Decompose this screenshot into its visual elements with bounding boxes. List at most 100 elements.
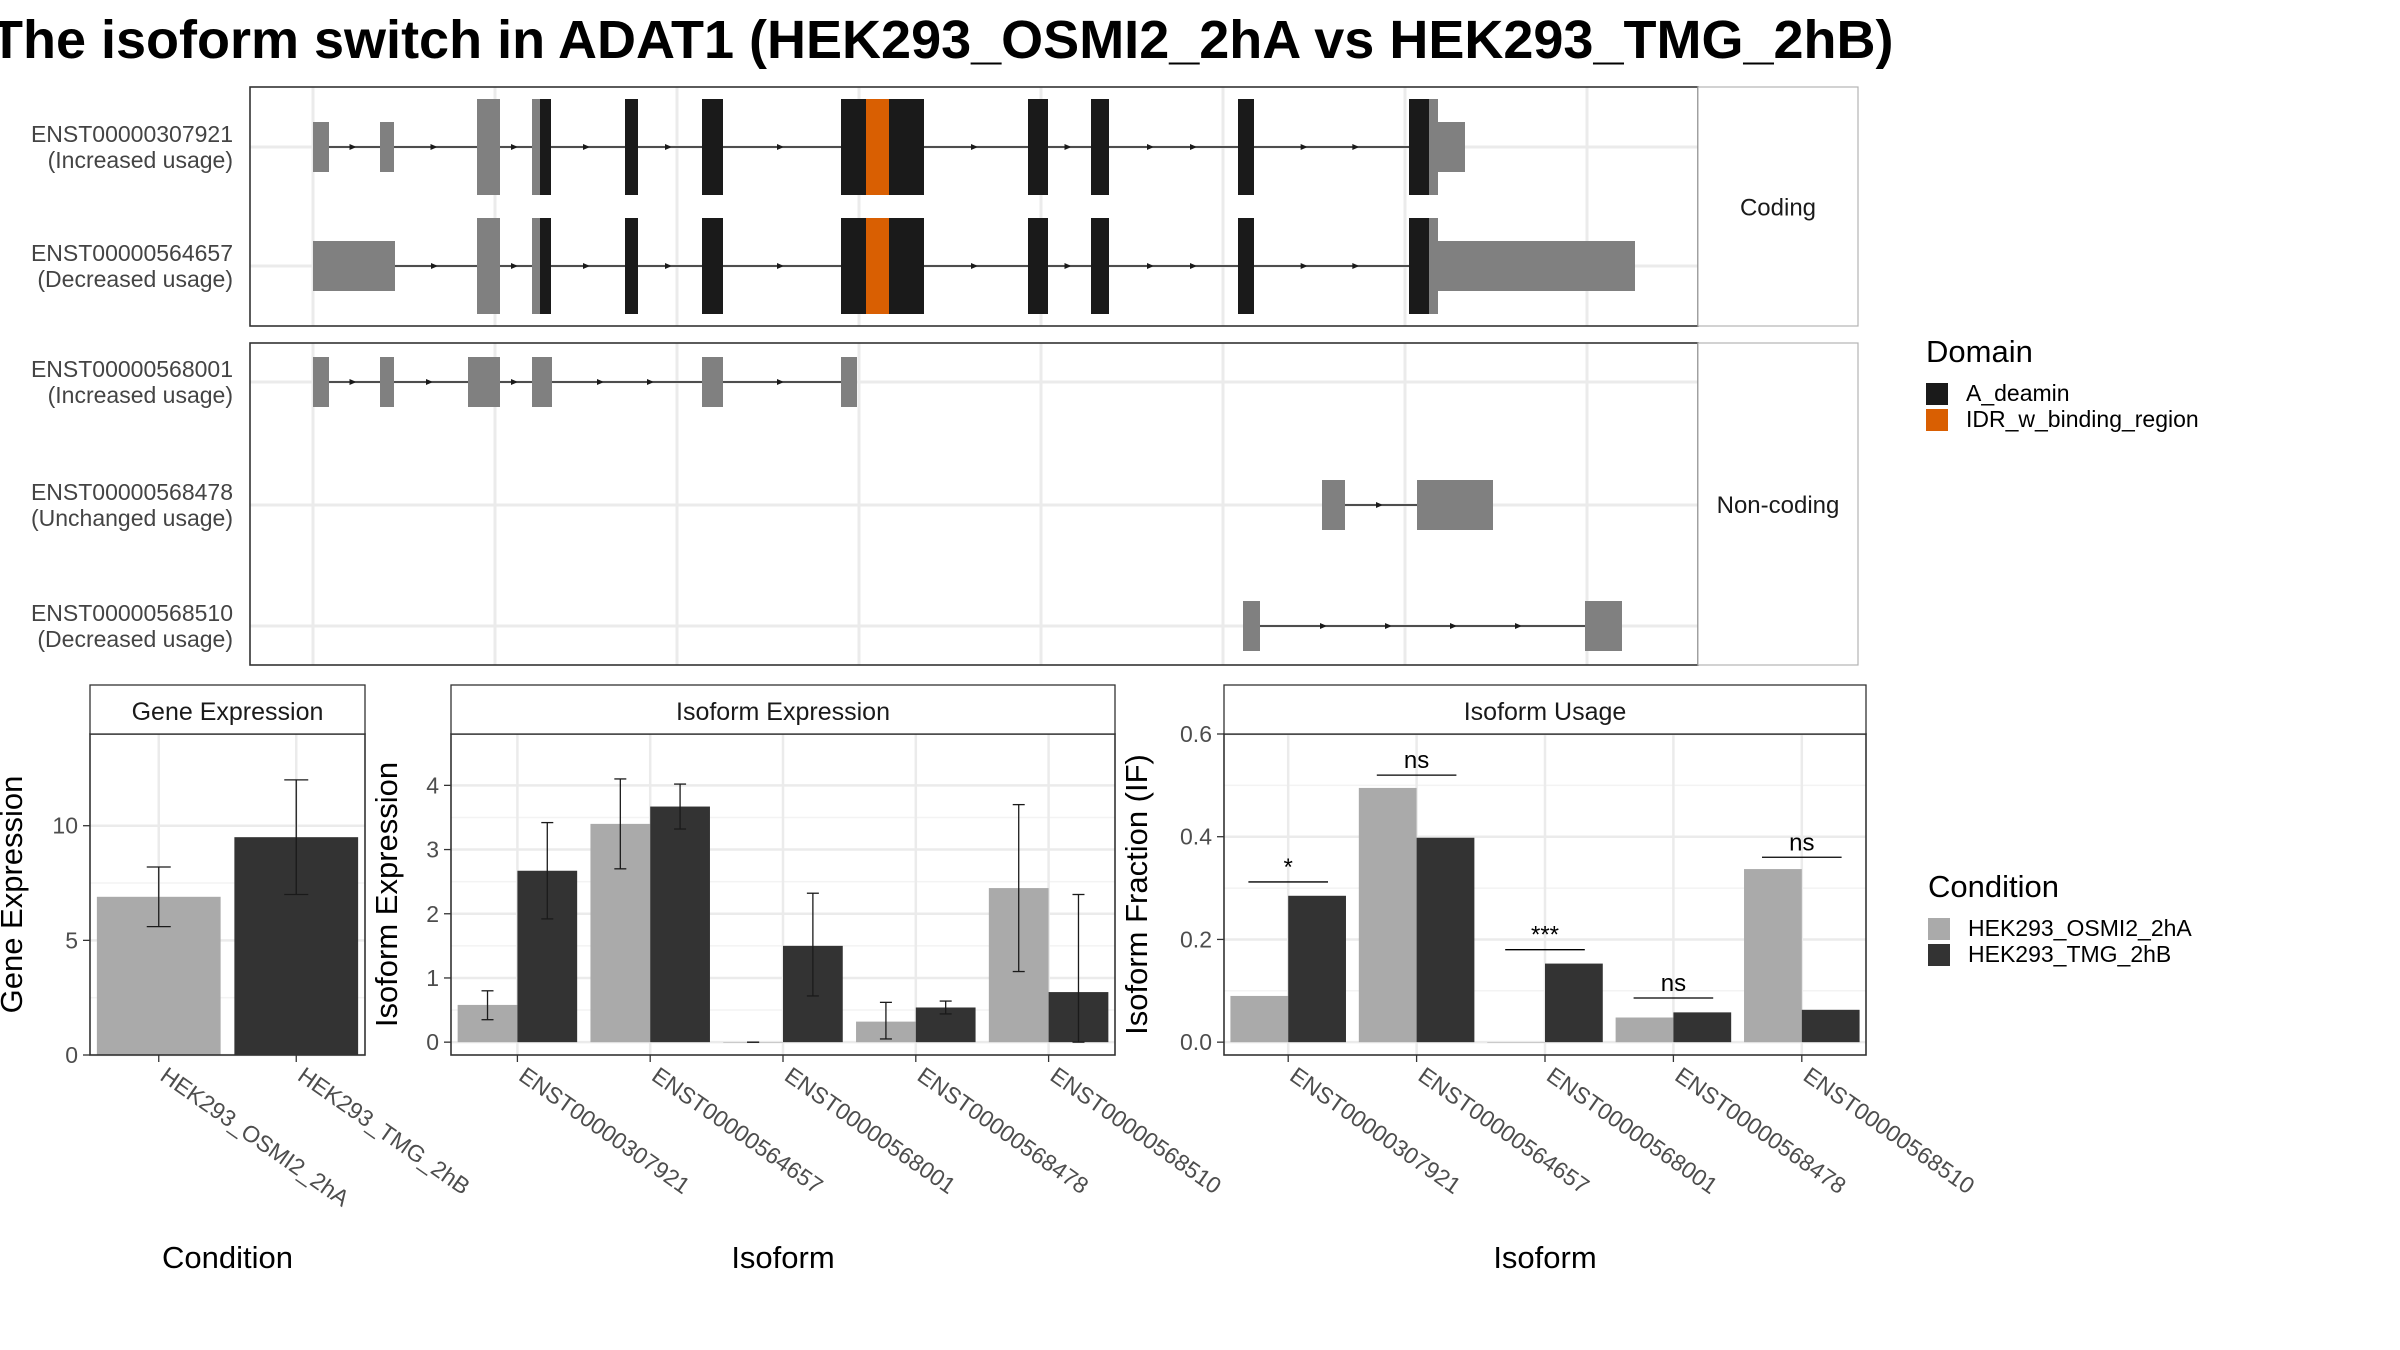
intron-arrow — [349, 144, 357, 150]
chart-panel-1: Isoform Expression01234ENST00000307921EN… — [369, 684, 1226, 1275]
exon — [477, 218, 500, 314]
y-tick-label: 0.2 — [1180, 926, 1212, 952]
chart-title: Isoform Usage — [1464, 698, 1627, 726]
significance-label: ns — [1789, 829, 1814, 856]
intron-arrow — [777, 144, 784, 150]
intron-arrow — [426, 379, 433, 385]
exon — [532, 357, 552, 407]
exon — [1585, 601, 1622, 651]
exon-domain-a-deamin — [540, 218, 551, 314]
exon-domain-a-deamin — [702, 218, 723, 314]
intron-arrow — [511, 379, 518, 385]
exon-domain-a-deamin — [1238, 218, 1254, 314]
exon — [380, 122, 394, 172]
exon — [313, 122, 329, 172]
bar — [1673, 1012, 1732, 1043]
facet-strip-label: Coding — [1740, 195, 1816, 222]
bar — [1288, 895, 1346, 1043]
intron-arrow — [777, 379, 784, 385]
bar — [1358, 787, 1417, 1043]
legend-key — [1926, 409, 1948, 431]
intron-arrow — [971, 263, 978, 269]
exon-domain-a-deamin — [889, 218, 924, 314]
exon-domain-a-deamin — [889, 99, 924, 195]
exon-domain-a-deamin — [540, 99, 551, 195]
exon — [1429, 99, 1438, 195]
y-axis-title: Isoform Expression — [369, 762, 404, 1027]
exon-domain-a-deamin — [841, 99, 866, 195]
intron-arrow — [1064, 144, 1072, 150]
exon-domain-a-deamin — [841, 218, 866, 314]
y-tick-label: 0 — [426, 1029, 439, 1055]
non-coding-panel: ENST00000568001(Increased usage) ENST0000… — [31, 342, 1859, 666]
intron-arrow — [511, 144, 518, 150]
significance-label: * — [1284, 854, 1293, 881]
exon — [1243, 601, 1260, 651]
facet-strip — [1223, 684, 1867, 735]
legend-label: HEK293_OSMI2_2hA — [1968, 915, 2192, 941]
y-tick-label: 0.6 — [1180, 721, 1212, 747]
intron-arrow — [665, 263, 672, 269]
exon — [532, 99, 540, 195]
exon — [1417, 480, 1493, 530]
y-tick-label: 1 — [426, 965, 439, 991]
legend-key — [1928, 944, 1950, 966]
y-tick-label: 4 — [426, 772, 439, 798]
exon — [1429, 218, 1438, 314]
intron-arrow — [349, 379, 357, 385]
intron-arrow — [1352, 144, 1360, 150]
y-tick-label: 5 — [65, 927, 78, 953]
intron-arrow — [597, 379, 604, 385]
y-tick-label: 0 — [65, 1042, 78, 1068]
exon — [313, 357, 329, 407]
chart-title: Isoform Expression — [676, 698, 890, 726]
intron-arrow — [971, 144, 978, 150]
intron-arrow — [647, 379, 654, 385]
x-axis-title: Isoform — [1493, 1240, 1596, 1275]
facet-strip — [89, 684, 366, 735]
exon-domain-a-deamin — [1028, 218, 1048, 314]
intron-arrow — [1190, 144, 1197, 150]
bar — [1744, 869, 1802, 1043]
legend-key — [1926, 383, 1948, 405]
bar — [1801, 1009, 1860, 1043]
intron-arrow — [1064, 263, 1072, 269]
y-axis-title: Isoform Fraction (IF) — [1119, 754, 1154, 1035]
x-axis-title: Isoform — [731, 1240, 834, 1275]
intron-arrow — [1320, 623, 1327, 629]
y-tick-label: 10 — [52, 813, 78, 839]
legend-label: HEK293_TMG_2hB — [1968, 941, 2171, 967]
exon-domain-idr — [866, 218, 889, 314]
y-tick-label: 2 — [426, 901, 439, 927]
significance-label: *** — [1531, 922, 1559, 949]
figure-title: The isoform switch in ADAT1 (HEK293_OSMI… — [0, 10, 1893, 70]
bar — [1416, 837, 1475, 1043]
transcript-usage-label: (Increased usage) — [48, 147, 233, 173]
exon-domain-a-deamin — [702, 99, 723, 195]
transcript-id-label: ENST00000564657 — [31, 240, 233, 266]
transcript-usage-label: (Decreased usage) — [37, 626, 233, 652]
exon-domain-a-deamin — [1238, 99, 1254, 195]
transcript-usage-label: (Decreased usage) — [37, 266, 233, 292]
legend-key — [1928, 918, 1950, 940]
transcript-usage-label: (Unchanged usage) — [31, 505, 233, 531]
intron-arrow — [511, 263, 518, 269]
bar — [650, 806, 710, 1043]
legend-title: Domain — [1926, 334, 2033, 369]
exon-domain-a-deamin — [1091, 218, 1109, 314]
y-tick-label: 0.4 — [1180, 824, 1212, 850]
exon — [1438, 122, 1465, 172]
exon-domain-a-deamin — [625, 218, 638, 314]
transcript-id-label: ENST00000568001 — [31, 356, 233, 382]
exon — [313, 241, 395, 291]
exon-domain-a-deamin — [625, 99, 638, 195]
intron-arrow — [1300, 263, 1308, 269]
facet-strip — [450, 684, 1116, 735]
intron-arrow — [665, 144, 672, 150]
exon-domain-idr — [866, 99, 889, 195]
exon-domain-a-deamin — [1409, 218, 1429, 314]
coding-panel: ENST00000307921(Increased usage) ENST0000… — [31, 86, 1859, 327]
intron-arrow — [1147, 263, 1154, 269]
